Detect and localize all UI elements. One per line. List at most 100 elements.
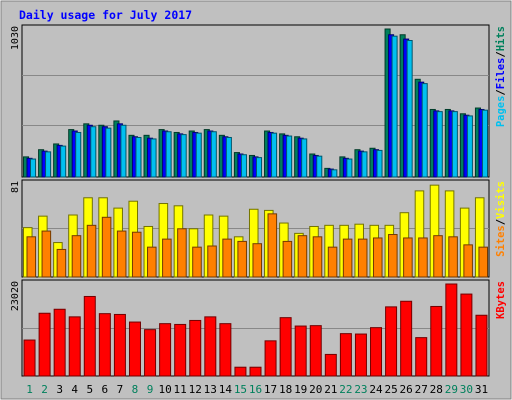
bar-sites-day-2 xyxy=(41,230,52,278)
bar-sites-day-26 xyxy=(403,237,413,278)
bar-kbytes-day-24 xyxy=(370,327,383,377)
bar-pages-day-5 xyxy=(90,126,97,178)
bar-kbytes-day-10 xyxy=(159,323,172,377)
bar-pages-day-26 xyxy=(406,40,413,178)
bar-sites-day-8 xyxy=(131,231,142,278)
bar-kbytes-day-16 xyxy=(249,366,262,377)
x-tick-label: 2 xyxy=(41,383,48,396)
bar-sites-day-23 xyxy=(357,238,368,278)
legend-entry: Hits xyxy=(495,26,507,51)
bar-kbytes-day-13 xyxy=(204,316,217,377)
y-axis-max-label: 1030 xyxy=(10,26,21,50)
bar-pages-day-7 xyxy=(120,124,127,178)
chart-title: Daily usage for July 2017 xyxy=(19,8,192,22)
bar-pages-day-19 xyxy=(301,138,308,178)
panel-kbytes-legend: KBytes xyxy=(495,281,507,319)
bar-sites-day-30 xyxy=(463,244,473,278)
bar-sites-day-12 xyxy=(192,246,202,278)
y-axis-max-label: 23020 xyxy=(10,281,21,311)
bar-sites-day-18 xyxy=(282,240,293,278)
legend-entry: Pages xyxy=(495,96,507,128)
bar-pages-day-17 xyxy=(271,132,278,178)
x-tick-label: 11 xyxy=(174,383,187,396)
x-tick-label: 28 xyxy=(430,383,443,396)
bar-sites-day-15 xyxy=(237,240,247,278)
bar-pages-day-1 xyxy=(30,158,37,178)
bar-sites-day-1 xyxy=(26,236,37,278)
bar-kbytes-day-1 xyxy=(23,339,36,377)
bar-kbytes-day-12 xyxy=(189,319,202,377)
x-tick-label: 12 xyxy=(189,383,202,396)
bar-sites-day-16 xyxy=(252,243,263,278)
x-tick-label: 16 xyxy=(249,383,262,396)
bar-kbytes-day-26 xyxy=(400,300,413,377)
legend-entry: / xyxy=(495,219,507,225)
bar-kbytes-day-5 xyxy=(83,295,96,377)
bar-sites-day-10 xyxy=(162,238,172,278)
panel-kbytes: 23020 KBytes xyxy=(10,279,507,377)
bar-pages-day-12 xyxy=(195,132,202,178)
x-tick-label: 26 xyxy=(400,383,413,396)
bar-pages-day-6 xyxy=(105,127,112,178)
x-tick-label: 6 xyxy=(102,383,109,396)
panel-visits-legend: Sites/Visits xyxy=(495,181,507,257)
bar-pages-day-9 xyxy=(150,138,157,178)
legend-entry: Files xyxy=(495,58,507,90)
bar-kbytes-day-7 xyxy=(113,313,126,377)
panel-hits-legend: Pages/Files/Hits xyxy=(495,26,507,127)
bar-kbytes-day-9 xyxy=(144,329,157,377)
bar-kbytes-day-30 xyxy=(460,293,473,377)
bar-pages-day-2 xyxy=(45,151,52,178)
bar-pages-day-3 xyxy=(60,145,67,178)
bar-kbytes-day-17 xyxy=(264,340,277,377)
bar-pages-day-18 xyxy=(286,135,293,178)
bar-pages-day-22 xyxy=(346,158,353,178)
bar-pages-day-30 xyxy=(466,115,473,178)
bar-kbytes-day-15 xyxy=(234,366,247,377)
bar-sites-day-28 xyxy=(433,235,443,278)
series-pages xyxy=(30,35,489,178)
bar-pages-day-20 xyxy=(316,155,323,178)
bar-pages-day-27 xyxy=(421,83,428,178)
x-tick-label: 21 xyxy=(324,383,337,396)
bar-sites-day-14 xyxy=(222,238,232,278)
bar-sites-day-31 xyxy=(478,246,489,278)
bar-pages-day-8 xyxy=(135,136,142,178)
x-tick-label: 8 xyxy=(132,383,139,396)
bar-sites-day-3 xyxy=(56,248,67,278)
bar-kbytes-day-22 xyxy=(339,333,352,377)
x-tick-label: 13 xyxy=(204,383,217,396)
bar-kbytes-day-8 xyxy=(128,321,141,377)
bar-sites-day-22 xyxy=(342,238,353,278)
bar-sites-day-13 xyxy=(207,245,217,278)
x-tick-label: 24 xyxy=(369,383,383,396)
bar-pages-day-4 xyxy=(75,131,82,178)
x-tick-label: 22 xyxy=(339,383,352,396)
x-tick-label: 10 xyxy=(158,383,171,396)
bar-kbytes-day-6 xyxy=(98,313,111,377)
series-sites xyxy=(26,213,489,278)
bar-kbytes-day-21 xyxy=(324,353,337,377)
bar-pages-day-28 xyxy=(436,111,443,178)
bar-pages-day-14 xyxy=(225,136,232,178)
legend-entry: / xyxy=(495,89,507,95)
bar-kbytes-day-19 xyxy=(294,325,307,377)
bar-sites-day-19 xyxy=(297,235,308,278)
x-tick-label: 18 xyxy=(279,383,292,396)
x-tick-label: 5 xyxy=(86,383,93,396)
bar-pages-day-21 xyxy=(331,169,338,178)
bar-sites-day-9 xyxy=(147,246,157,278)
x-tick-label: 20 xyxy=(309,383,322,396)
bar-kbytes-day-27 xyxy=(415,337,428,377)
bar-kbytes-day-31 xyxy=(475,314,488,377)
bar-kbytes-day-25 xyxy=(385,306,398,377)
bar-kbytes-day-11 xyxy=(174,323,187,377)
x-tick-label: 23 xyxy=(354,383,367,396)
bar-sites-day-27 xyxy=(418,237,428,278)
bar-kbytes-day-4 xyxy=(68,316,81,377)
bar-kbytes-day-2 xyxy=(38,312,51,377)
